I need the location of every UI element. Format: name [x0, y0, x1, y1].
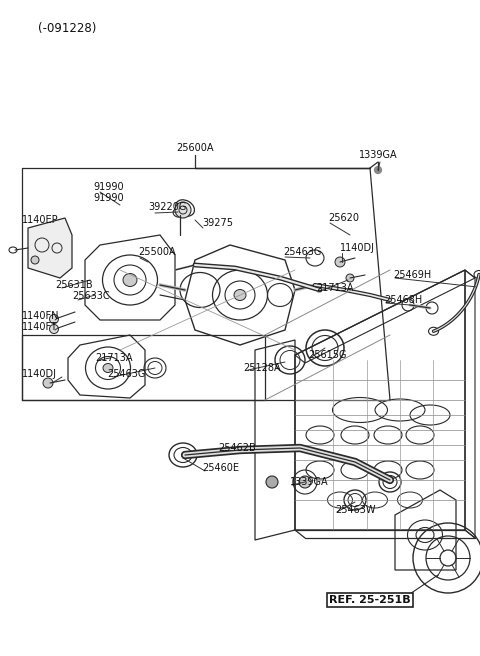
Text: 25468H: 25468H — [384, 295, 422, 305]
Text: 1140EP: 1140EP — [22, 215, 59, 225]
Ellipse shape — [234, 289, 246, 300]
Text: 25469H: 25469H — [393, 270, 431, 280]
Text: 25460E: 25460E — [202, 463, 239, 473]
Circle shape — [335, 257, 345, 267]
Text: 25463W: 25463W — [335, 505, 375, 515]
Circle shape — [374, 167, 382, 173]
Text: 25633C: 25633C — [72, 291, 109, 301]
Text: 25500A: 25500A — [138, 247, 176, 257]
Circle shape — [266, 476, 278, 488]
Text: 21713A: 21713A — [95, 353, 132, 363]
Text: 25620: 25620 — [328, 213, 359, 223]
Text: 91990: 91990 — [93, 193, 124, 203]
Circle shape — [175, 202, 191, 218]
Text: 1140FN: 1140FN — [22, 311, 60, 321]
Text: 25462B: 25462B — [218, 443, 256, 453]
Ellipse shape — [103, 363, 113, 373]
Ellipse shape — [299, 476, 311, 488]
Text: 25600A: 25600A — [176, 143, 214, 153]
Text: 25463G: 25463G — [283, 247, 322, 257]
Text: 1140DJ: 1140DJ — [22, 369, 57, 379]
Text: 1140FT: 1140FT — [22, 322, 58, 332]
Text: 25615G: 25615G — [308, 350, 347, 360]
Text: 1140DJ: 1140DJ — [340, 243, 375, 253]
Circle shape — [346, 274, 354, 282]
Polygon shape — [28, 218, 72, 278]
Circle shape — [31, 256, 39, 264]
Circle shape — [49, 314, 59, 323]
Ellipse shape — [123, 274, 137, 287]
Text: 39220G: 39220G — [148, 202, 186, 212]
Text: 39275: 39275 — [202, 218, 233, 228]
Text: 1339GA: 1339GA — [290, 477, 329, 487]
Text: 21713A: 21713A — [316, 283, 353, 293]
Text: (-091228): (-091228) — [38, 22, 96, 35]
Text: 25631B: 25631B — [55, 280, 93, 290]
Circle shape — [49, 325, 59, 333]
Text: 25463G: 25463G — [107, 369, 145, 379]
Circle shape — [43, 378, 53, 388]
Text: 91990: 91990 — [93, 182, 124, 192]
Text: 25128A: 25128A — [243, 363, 281, 373]
Text: 1339GA: 1339GA — [359, 150, 397, 160]
Text: REF. 25-251B: REF. 25-251B — [329, 595, 411, 605]
